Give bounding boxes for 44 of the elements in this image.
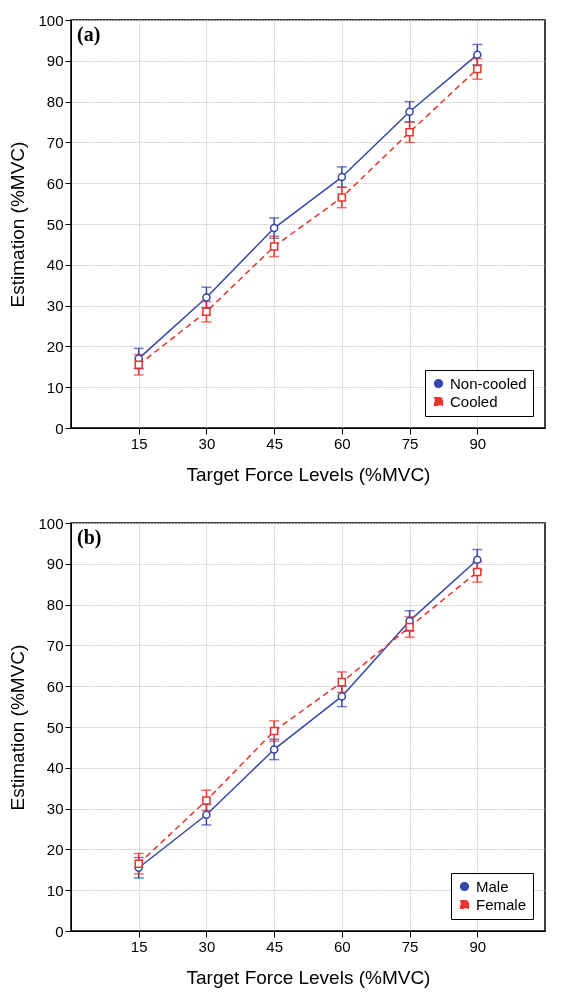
y-tick-label: 50 (46, 215, 64, 233)
y-axis-title: Estimation (%MVC) (7, 644, 29, 811)
y-tick-label: 60 (46, 677, 64, 695)
x-tick-label: 15 (130, 434, 148, 452)
y-tick-label: 80 (46, 93, 64, 111)
legend-label: Cooled (450, 392, 498, 410)
x-tick-label: 75 (401, 937, 419, 955)
y-tick-label: 50 (46, 718, 64, 736)
y-tick-label: 70 (46, 133, 64, 151)
x-tick-label: 75 (401, 434, 419, 452)
y-tick-label: 90 (46, 555, 64, 573)
x-tick-label: 60 (334, 434, 351, 452)
y-tick-label: 40 (46, 759, 64, 777)
x-axis-title: Target Force Levels (%MVC) (186, 463, 431, 485)
y-tick-label: 70 (46, 636, 64, 654)
x-tick-label: 15 (130, 937, 148, 955)
x-axis-title: Target Force Levels (%MVC) (186, 966, 431, 988)
y-tick-label: 60 (46, 174, 64, 192)
y-tick-label: 100 (38, 514, 64, 532)
y-tick-label: 10 (46, 881, 64, 899)
y-tick-label: 90 (46, 52, 64, 70)
x-tick-label: 45 (266, 937, 283, 955)
y-tick-label: 80 (46, 596, 64, 614)
x-tick-label: 90 (469, 434, 487, 452)
x-tick-label: 30 (198, 937, 216, 955)
chart-title: (a) (77, 23, 101, 46)
y-tick-label: 0 (55, 922, 64, 940)
legend-label: Male (476, 877, 509, 895)
y-tick-label: 10 (46, 378, 64, 396)
y-tick-label: 20 (46, 840, 64, 858)
x-tick-label: 45 (266, 434, 283, 452)
y-tick-label: 30 (46, 297, 64, 315)
x-tick-label: 30 (198, 434, 216, 452)
legend-label: Non-cooled (450, 374, 527, 392)
y-tick-label: 30 (46, 800, 64, 818)
x-tick-label: 60 (334, 937, 351, 955)
y-tick-label: 100 (38, 11, 64, 29)
y-tick-label: 20 (46, 337, 64, 355)
x-tick-label: 90 (469, 937, 487, 955)
y-axis-title: Estimation (%MVC) (7, 141, 29, 308)
legend-label: Female (476, 895, 527, 913)
y-tick-label: 0 (55, 419, 64, 437)
chart-title: (b) (77, 526, 102, 549)
y-tick-label: 40 (46, 256, 64, 274)
